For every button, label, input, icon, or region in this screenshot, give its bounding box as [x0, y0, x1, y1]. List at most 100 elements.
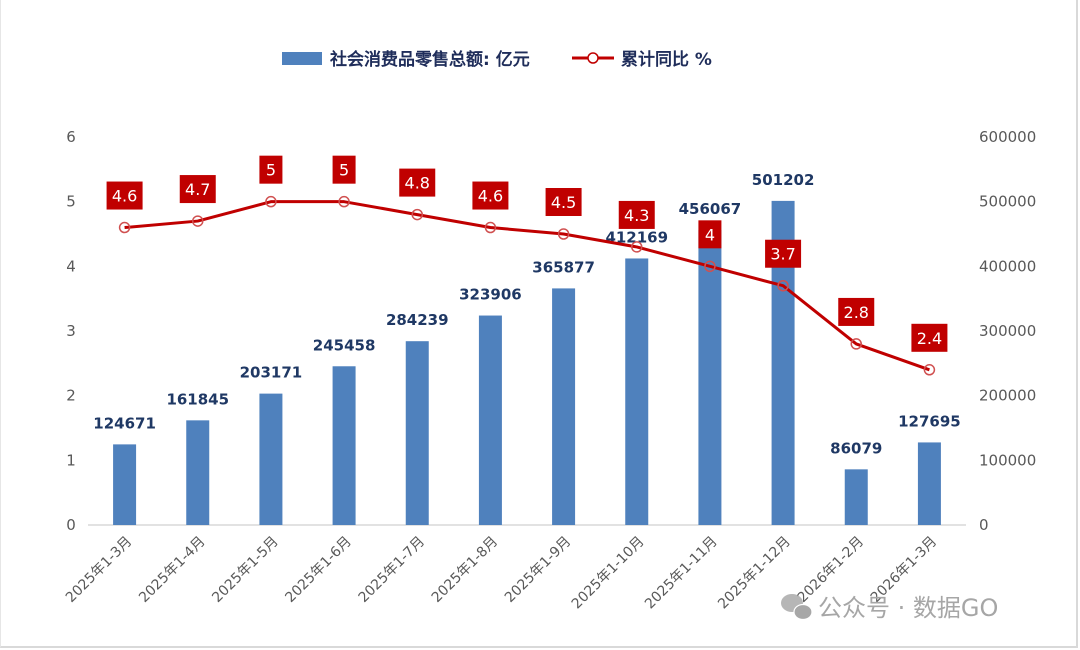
category-label: 2025年1-10月	[569, 534, 648, 613]
line-data-labels: 4.6 4.7 5 5 4.8 4.6 4.5 4.3 4 3.7 2.8 2.4	[106, 155, 948, 352]
bar	[405, 341, 429, 525]
legend-bar-label: 社会消费品零售总额: 亿元	[329, 49, 530, 70]
line-point	[192, 215, 204, 227]
category-label: 2025年1-3月	[63, 534, 135, 606]
line-point	[557, 228, 570, 240]
right-axis-tick-label: 600000	[979, 128, 1036, 146]
left-axis-tick-label: 0	[66, 516, 76, 534]
right-axis-tick-label: 400000	[979, 257, 1036, 275]
bar	[917, 442, 941, 525]
left-axis-tick-label: 6	[66, 128, 76, 146]
right-axis-tick-label: 300000	[979, 322, 1036, 340]
bar-data-label: 127695	[898, 412, 961, 430]
line-data-label-box	[765, 239, 802, 268]
legend-line-marker	[587, 52, 599, 64]
left-axis: 0 1 2 3 4 5 6	[66, 128, 76, 534]
line-point	[118, 221, 131, 234]
bar-data-label: 323906	[459, 286, 522, 304]
line-data-label-box	[179, 175, 216, 204]
wechat-icon	[781, 594, 813, 621]
line-point	[631, 241, 643, 253]
left-axis-tick-label: 2	[66, 387, 76, 405]
category-label: 2025年1-9月	[502, 534, 574, 606]
bar	[625, 258, 649, 525]
legend-line-label: 累计同比 %	[621, 49, 712, 70]
line-data-label: 4.8	[405, 174, 430, 193]
legend: 社会消费品零售总额: 亿元 累计同比 %	[282, 49, 712, 70]
bar-data-label: 86079	[830, 439, 882, 457]
line-point	[704, 260, 716, 273]
right-axis-tick-label: 0	[979, 516, 989, 534]
category-label: 2025年1-6月	[282, 534, 354, 606]
line-data-label: 4.3	[624, 206, 649, 225]
line-data-label-box	[332, 155, 356, 184]
category-label: 2025年1-4月	[136, 534, 208, 606]
line-data-label-box	[259, 155, 283, 184]
bar-data-label: 501202	[752, 171, 815, 189]
right-axis-tick-label: 500000	[979, 193, 1036, 211]
line-data-label-box	[838, 297, 875, 326]
line-path	[124, 200, 930, 372]
line-data-label: 4.5	[551, 193, 576, 212]
bar-data-label: 203171	[240, 364, 303, 382]
line-point	[411, 208, 423, 221]
bar	[844, 469, 868, 525]
bar-series	[113, 200, 941, 526]
bar	[332, 366, 356, 525]
bar	[259, 393, 283, 525]
line-data-label-box	[545, 188, 582, 216]
right-axis: 0 100000 200000 300000 400000 500000 600000	[979, 128, 1036, 534]
line-point	[484, 221, 497, 234]
bar-data-label: 161845	[166, 390, 229, 408]
category-axis-labels: 2025年1-3月 2025年1-4月 2025年1-5月 2025年1-6月 2025…	[63, 534, 940, 613]
bar-data-label: 245458	[313, 336, 376, 354]
line-data-label-box	[698, 220, 722, 249]
line-data-label: 3.7	[770, 245, 795, 264]
bar-data-label: 365877	[532, 258, 595, 276]
watermark-text: 公众号 · 数据GO	[818, 594, 998, 622]
bar-data-labels: 124671 161845 203171 245458 284239 323906 3658…	[93, 171, 960, 457]
left-axis-tick-label: 5	[66, 193, 76, 211]
line-point	[777, 279, 789, 292]
line-point	[265, 195, 277, 208]
bar-data-label: 124671	[93, 414, 156, 432]
line-data-label: 4.6	[478, 187, 503, 206]
line-data-label-box	[911, 323, 948, 352]
category-label: 2025年1-8月	[429, 534, 501, 606]
right-axis-tick-label: 100000	[979, 451, 1036, 469]
bar	[552, 288, 576, 525]
line-data-label: 4.7	[185, 180, 210, 199]
line-point	[338, 195, 350, 208]
left-axis-tick-label: 1	[66, 451, 76, 469]
line-series	[118, 195, 936, 376]
bar	[698, 230, 722, 526]
category-label: 2025年1-11月	[642, 534, 721, 613]
left-axis-tick-label: 4	[66, 257, 76, 275]
bar	[771, 200, 795, 525]
category-label: 2025年1-5月	[209, 534, 281, 606]
line-data-label: 2.8	[844, 303, 869, 322]
bar-data-label: 456067	[679, 200, 742, 218]
line-data-label-box	[399, 168, 436, 197]
bar-data-label: 412169	[605, 228, 668, 246]
line-data-label: 5	[339, 161, 349, 180]
legend-bar-swatch	[282, 52, 322, 65]
bar	[478, 315, 502, 525]
line-data-label-box	[106, 181, 143, 210]
category-label: 2025年1-7月	[356, 534, 428, 606]
line-data-label: 5	[266, 161, 276, 180]
bar-data-label: 284239	[386, 311, 449, 329]
line-data-label-box	[618, 200, 655, 229]
line-data-label: 4	[705, 225, 715, 244]
line-data-label-box	[472, 181, 509, 210]
watermark: 公众号 · 数据GO	[781, 594, 998, 622]
bar	[113, 444, 137, 525]
left-axis-tick-label: 3	[66, 322, 76, 340]
right-axis-tick-label: 200000	[979, 387, 1036, 405]
line-point	[850, 338, 862, 350]
line-data-label: 4.6	[112, 187, 137, 206]
line-data-label: 2.4	[917, 329, 942, 348]
line-point	[923, 364, 936, 376]
